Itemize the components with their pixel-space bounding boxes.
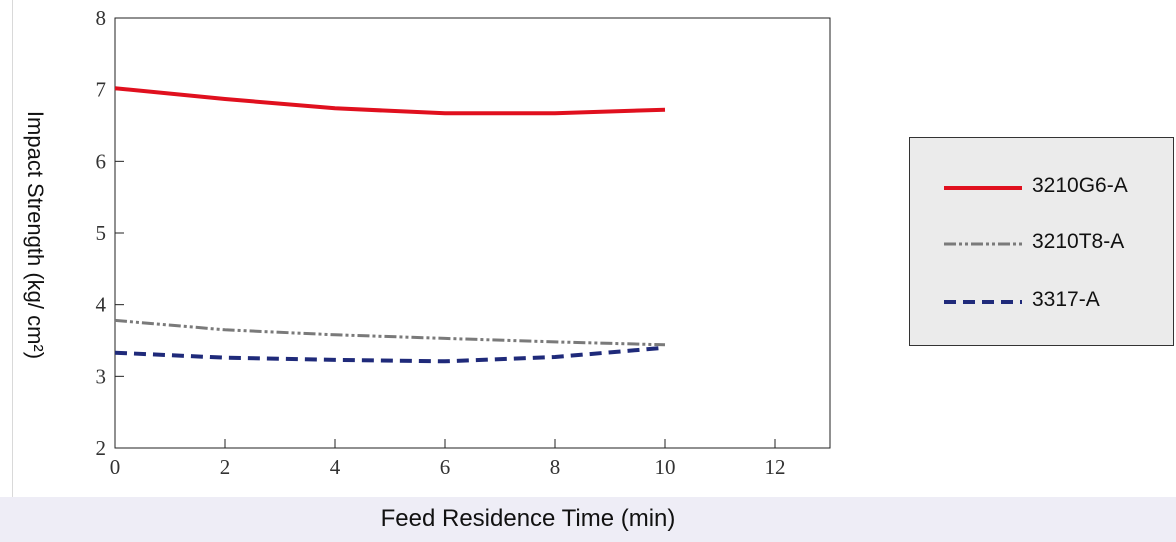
y-tick-label: 4 bbox=[96, 293, 107, 317]
series-line-3210T8-A bbox=[114, 318, 666, 347]
y-tick-label: 7 bbox=[96, 78, 107, 102]
x-tick-label: 2 bbox=[220, 455, 231, 479]
x-tick-label: 6 bbox=[440, 455, 451, 479]
y-tick-label: 3 bbox=[96, 364, 107, 388]
legend-swatch-dashdot-gray bbox=[944, 242, 1022, 246]
x-tick-label: 0 bbox=[110, 455, 121, 479]
x-axis-label: Feed Residence Time (min) bbox=[380, 505, 676, 532]
series-lines bbox=[114, 86, 666, 364]
x-tick-label: 8 bbox=[550, 455, 561, 479]
legend-swatch-dashed-navy bbox=[944, 300, 1022, 304]
legend: 3210G6-A 3210T8-A 3317-A bbox=[909, 137, 1174, 346]
left-border-line bbox=[12, 0, 13, 497]
y-tick-label: 2 bbox=[96, 436, 107, 460]
legend-label: 3210G6-A bbox=[1032, 174, 1128, 197]
plot-area-frame bbox=[114, 17, 831, 449]
legend-item-3210T8-A: 3210T8-A bbox=[910, 229, 1173, 259]
legend-label: 3317-A bbox=[1032, 288, 1100, 311]
y-tick-label: 6 bbox=[96, 149, 107, 173]
x-tick-label: 10 bbox=[655, 455, 676, 479]
y-tick-label: 5 bbox=[96, 221, 107, 245]
legend-label: 3210T8-A bbox=[1032, 230, 1125, 253]
footer-band bbox=[0, 497, 1176, 542]
y-axis-label: Impact Strength (kg/ cm²) bbox=[23, 110, 48, 360]
legend-swatch-solid-red bbox=[944, 186, 1022, 190]
legend-item-3210G6-A: 3210G6-A bbox=[910, 173, 1173, 203]
x-tick-label: 4 bbox=[330, 455, 341, 479]
legend-item-3317-A: 3317-A bbox=[910, 287, 1173, 317]
series-line-3317-A bbox=[114, 345, 666, 364]
series-line-3210G6-A bbox=[114, 86, 666, 116]
x-tick-label: 12 bbox=[765, 455, 786, 479]
y-tick-label: 8 bbox=[96, 6, 107, 30]
